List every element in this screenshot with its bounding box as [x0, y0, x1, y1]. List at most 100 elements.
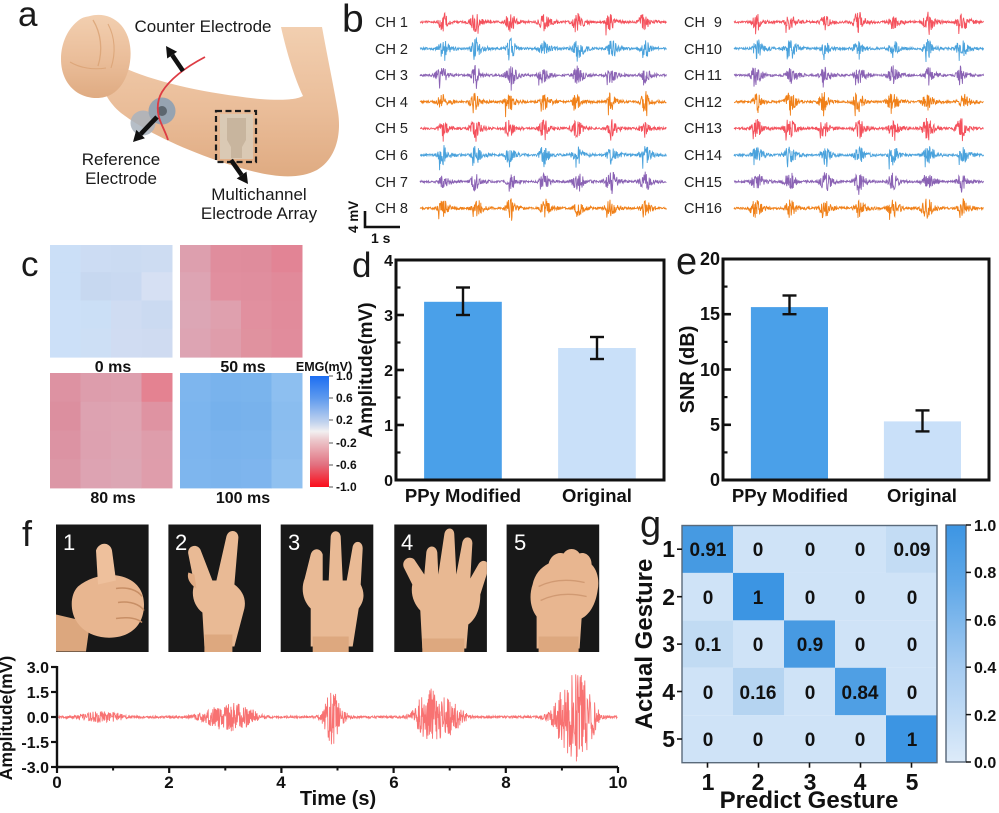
svg-text:4: 4 [384, 253, 393, 270]
svg-text:0.2: 0.2 [336, 413, 353, 427]
svg-text:80 ms: 80 ms [90, 490, 135, 507]
svg-text:15: 15 [700, 304, 720, 324]
svg-text:CH: CH [684, 121, 705, 137]
svg-text:6: 6 [389, 773, 398, 792]
svg-text:0.2: 0.2 [974, 708, 996, 725]
svg-text:Time (s): Time (s) [300, 788, 376, 810]
svg-text:1: 1 [384, 418, 393, 435]
svg-text:1.5: 1.5 [27, 685, 49, 702]
svg-text:7: 7 [400, 175, 408, 191]
svg-text:4: 4 [400, 95, 408, 111]
svg-text:0: 0 [805, 588, 816, 609]
svg-text:Multichannel: Multichannel [211, 185, 306, 204]
svg-text:4: 4 [401, 530, 413, 555]
svg-text:Reference: Reference [82, 150, 160, 169]
svg-text:PPy Modified: PPy Modified [732, 485, 848, 506]
svg-text:9: 9 [714, 15, 722, 31]
svg-text:1: 1 [400, 15, 408, 31]
svg-text:a: a [18, 0, 38, 34]
svg-text:0: 0 [753, 635, 764, 656]
svg-text:PPy Modified: PPy Modified [405, 485, 521, 506]
svg-text:1: 1 [907, 730, 918, 751]
svg-text:0: 0 [384, 473, 393, 490]
svg-text:0.8: 0.8 [974, 565, 996, 582]
svg-text:1: 1 [702, 769, 715, 795]
svg-text:Original: Original [887, 485, 957, 506]
svg-text:f: f [22, 513, 33, 554]
svg-text:3: 3 [288, 530, 300, 555]
svg-text:CH: CH [684, 201, 705, 217]
svg-text:d: d [352, 246, 371, 285]
svg-text:4: 4 [276, 773, 286, 792]
svg-text:0: 0 [703, 683, 714, 704]
svg-text:0: 0 [855, 635, 866, 656]
svg-text:CH: CH [375, 95, 396, 111]
svg-text:0: 0 [855, 730, 866, 751]
svg-text:0: 0 [703, 588, 714, 609]
svg-text:CH: CH [375, 15, 396, 31]
svg-text:SNR (dB): SNR (dB) [677, 326, 699, 414]
svg-text:1 s: 1 s [371, 230, 391, 245]
svg-text:8: 8 [400, 201, 408, 217]
svg-text:Electrode Array: Electrode Array [201, 204, 318, 223]
svg-text:0: 0 [703, 730, 714, 751]
svg-text:CH: CH [684, 15, 705, 31]
svg-text:0: 0 [855, 588, 866, 609]
svg-text:Counter Electrode: Counter Electrode [134, 17, 271, 36]
svg-text:10: 10 [700, 360, 720, 380]
svg-text:e: e [676, 245, 697, 283]
svg-text:CH: CH [684, 68, 705, 84]
svg-text:0: 0 [805, 683, 816, 704]
svg-text:12: 12 [706, 95, 722, 111]
svg-text:0: 0 [710, 470, 720, 490]
svg-text:0.9: 0.9 [797, 635, 823, 656]
svg-text:0.1: 0.1 [695, 635, 722, 656]
svg-text:3: 3 [804, 769, 817, 795]
svg-text:2: 2 [164, 773, 173, 792]
svg-text:1.0: 1.0 [974, 518, 996, 535]
svg-text:-1.0: -1.0 [336, 480, 357, 494]
svg-text:14: 14 [706, 148, 722, 164]
svg-text:0: 0 [805, 730, 816, 751]
svg-text:1: 1 [63, 530, 75, 555]
svg-text:CH: CH [684, 175, 705, 191]
svg-text:0.0: 0.0 [974, 755, 996, 772]
svg-text:5: 5 [514, 530, 526, 555]
svg-text:0.6: 0.6 [974, 613, 996, 630]
svg-text:0 ms: 0 ms [95, 359, 132, 376]
svg-text:1: 1 [753, 588, 764, 609]
svg-text:0.6: 0.6 [336, 391, 353, 405]
svg-text:0.91: 0.91 [690, 540, 727, 561]
svg-text:b: b [342, 0, 364, 41]
svg-text:CH: CH [375, 68, 396, 84]
svg-text:Predict Gesture: Predict Gesture [720, 787, 899, 813]
svg-text:-1.5: -1.5 [21, 735, 49, 752]
svg-text:Amplitude(mV): Amplitude(mV) [356, 302, 377, 437]
svg-text:0: 0 [907, 635, 918, 656]
svg-text:4 mV: 4 mV [346, 201, 361, 233]
svg-text:0.0: 0.0 [27, 710, 49, 727]
svg-text:5: 5 [400, 121, 408, 137]
svg-text:5: 5 [662, 726, 675, 752]
svg-text:6: 6 [400, 148, 408, 164]
svg-text:4: 4 [854, 769, 867, 795]
svg-text:-0.6: -0.6 [336, 458, 357, 472]
svg-text:-0.2: -0.2 [336, 436, 357, 450]
svg-text:1.0: 1.0 [336, 369, 353, 383]
svg-text:CH: CH [375, 121, 396, 137]
svg-text:10: 10 [609, 773, 628, 792]
svg-text:0.09: 0.09 [894, 540, 931, 561]
svg-text:13: 13 [706, 121, 722, 137]
svg-text:20: 20 [700, 249, 720, 269]
svg-text:g: g [640, 513, 661, 546]
svg-text:2: 2 [752, 769, 765, 795]
svg-text:0: 0 [855, 540, 866, 561]
svg-text:CH: CH [375, 201, 396, 217]
svg-text:Electrode: Electrode [85, 169, 157, 188]
svg-text:Original: Original [562, 485, 632, 506]
svg-text:0: 0 [753, 540, 764, 561]
svg-text:c: c [21, 245, 39, 284]
svg-text:CH: CH [375, 42, 396, 58]
svg-text:0: 0 [805, 540, 816, 561]
svg-text:0: 0 [52, 773, 61, 792]
